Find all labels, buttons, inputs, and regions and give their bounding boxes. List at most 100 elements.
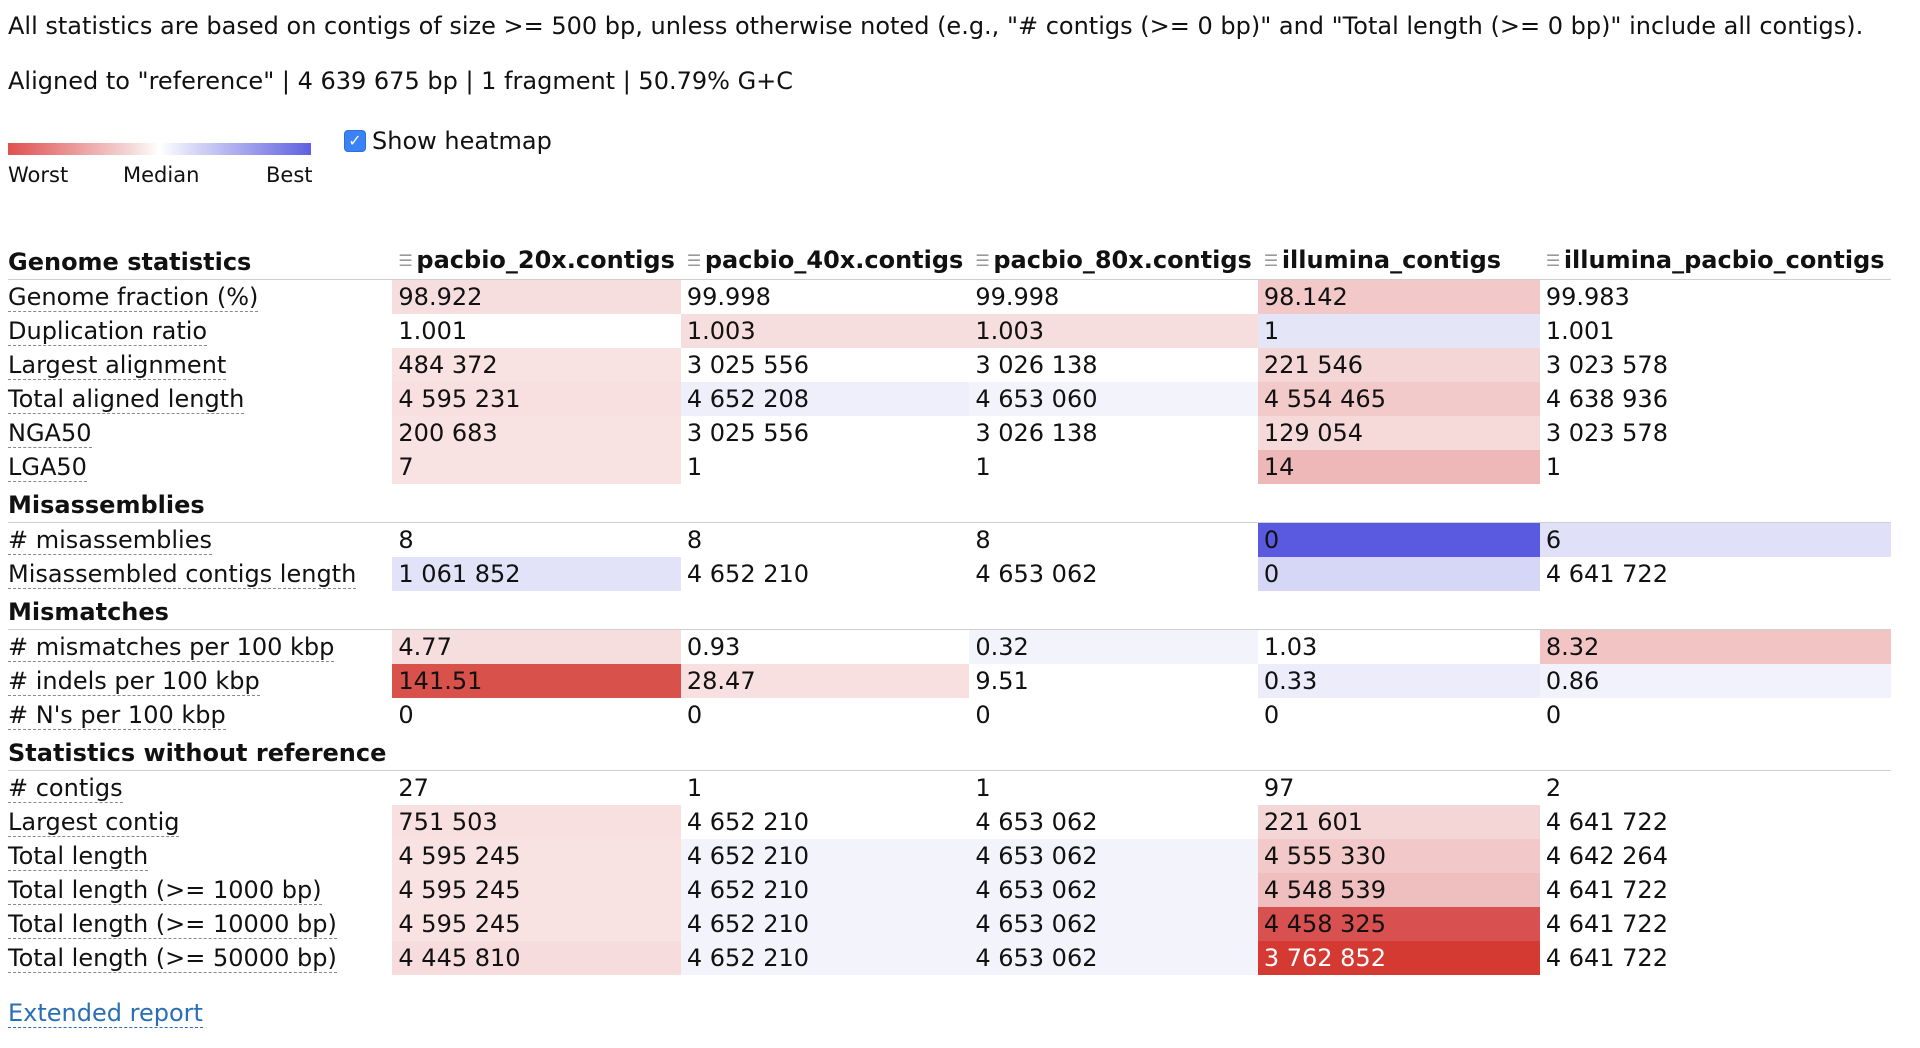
- metric-label[interactable]: Total length: [8, 842, 149, 871]
- value-cell: 4 652 210: [680, 907, 970, 941]
- section-spacer: [1539, 591, 1891, 630]
- section-spacer: [392, 591, 681, 630]
- metric-cell: LGA50: [8, 450, 392, 484]
- extended-report-link[interactable]: Extended report: [8, 999, 203, 1028]
- value-cell: 200 683: [392, 416, 681, 450]
- metric-label[interactable]: Genome fraction (%): [8, 283, 259, 312]
- column-title: illumina_pacbio_contigs: [1563, 245, 1885, 274]
- metric-label[interactable]: NGA50: [8, 419, 92, 448]
- value-cell: 99.998: [969, 279, 1258, 314]
- contig-size-note: All statistics are based on contigs of s…: [8, 12, 1864, 40]
- table-row: # mismatches per 100 kbp 4.77 0.93 0.32 1.03…: [8, 629, 1891, 664]
- report-page: All statistics are based on contigs of s…: [8, 12, 1891, 1028]
- value-cell: 98.142: [1257, 279, 1540, 314]
- value-cell: 3 026 138: [969, 348, 1258, 382]
- table-row: # misassemblies 8 8 8 0 6: [8, 522, 1891, 558]
- column-header[interactable]: ☰ pacbio_40x.contigs: [680, 241, 970, 280]
- table-row: # indels per 100 kbp 141.51 28.47 9.51 0.33 0…: [8, 664, 1891, 698]
- section-header-row: Genome statistics ☰ pacbio_20x.contigs ☰ pac…: [8, 241, 1891, 280]
- value-cell: 3 762 852: [1257, 941, 1540, 975]
- metric-label[interactable]: # contigs: [8, 774, 123, 803]
- metric-label[interactable]: Largest contig: [8, 808, 180, 837]
- show-heatmap-toggle[interactable]: ✓ Show heatmap: [344, 127, 552, 155]
- metric-label[interactable]: # N's per 100 kbp: [8, 701, 226, 730]
- drag-handle-icon[interactable]: ☰: [1263, 250, 1279, 270]
- value-cell: 4 653 062: [969, 805, 1258, 839]
- metric-label[interactable]: # indels per 100 kbp: [8, 667, 260, 696]
- metric-cell: Largest contig: [8, 805, 392, 839]
- section-header-row: Statistics without reference: [8, 732, 1891, 771]
- metric-label[interactable]: LGA50: [8, 453, 87, 482]
- value-cell: 27: [392, 770, 681, 805]
- section-spacer: [969, 591, 1258, 630]
- checkbox-checked-icon[interactable]: ✓: [344, 130, 366, 152]
- value-cell: 4 595 245: [392, 907, 681, 941]
- value-cell: 0: [1257, 522, 1540, 557]
- metric-label[interactable]: Total length (>= 1000 bp): [8, 876, 322, 905]
- value-cell: 14: [1257, 450, 1540, 484]
- metric-label[interactable]: Largest alignment: [8, 351, 227, 380]
- value-cell: 4 641 722: [1539, 907, 1891, 941]
- value-cell: 0: [1539, 698, 1891, 732]
- metric-cell: Total length (>= 10000 bp): [8, 907, 392, 941]
- metric-cell: Largest alignment: [8, 348, 392, 382]
- metric-label[interactable]: Total length (>= 10000 bp): [8, 910, 337, 939]
- metric-cell: Total length (>= 1000 bp): [8, 873, 392, 907]
- table-row: # N's per 100 kbp 0 0 0 0 0: [8, 698, 1891, 732]
- section-title: Mismatches: [8, 591, 393, 630]
- value-cell: 8: [969, 522, 1258, 557]
- value-cell: 0.86: [1539, 664, 1891, 698]
- metric-label[interactable]: # mismatches per 100 kbp: [8, 633, 335, 662]
- value-cell: 8: [680, 522, 970, 557]
- value-cell: 1.03: [1257, 629, 1540, 664]
- section-spacer: [680, 732, 970, 771]
- column-header[interactable]: ☰ pacbio_20x.contigs: [392, 241, 681, 280]
- quast-report-table: Genome statistics ☰ pacbio_20x.contigs ☰ pac…: [8, 241, 1891, 975]
- metric-label[interactable]: # misassemblies: [8, 526, 212, 555]
- value-cell: 4 641 722: [1539, 873, 1891, 907]
- column-header[interactable]: ☰ illumina_pacbio_contigs: [1539, 241, 1891, 280]
- value-cell: 98.922: [392, 279, 681, 314]
- value-cell: 4 595 245: [392, 839, 681, 873]
- section-spacer: [680, 484, 970, 523]
- metric-cell: Total aligned length: [8, 382, 392, 416]
- metric-label[interactable]: Total aligned length: [8, 385, 245, 414]
- drag-handle-icon[interactable]: ☰: [1545, 250, 1561, 270]
- column-header[interactable]: ☰ pacbio_80x.contigs: [969, 241, 1258, 280]
- value-cell: 4 641 722: [1539, 941, 1891, 975]
- value-cell: 4 653 062: [969, 907, 1258, 941]
- drag-handle-icon[interactable]: ☰: [398, 250, 413, 270]
- metric-label[interactable]: Duplication ratio: [8, 317, 208, 346]
- value-cell: 4 555 330: [1257, 839, 1540, 873]
- value-cell: 0.33: [1257, 664, 1540, 698]
- drag-handle-icon[interactable]: ☰: [975, 250, 990, 270]
- value-cell: 4 554 465: [1257, 382, 1540, 416]
- metric-cell: NGA50: [8, 416, 392, 450]
- section-spacer: [1257, 591, 1540, 630]
- table-row: Total length (>= 10000 bp) 4 595 245 4 652…: [8, 907, 1891, 941]
- value-cell: 0: [1257, 557, 1540, 591]
- value-cell: 99.983: [1539, 279, 1891, 314]
- value-cell: 97: [1257, 770, 1540, 805]
- value-cell: 3 025 556: [680, 416, 970, 450]
- column-header[interactable]: ☰ illumina_contigs: [1257, 241, 1540, 280]
- metric-label[interactable]: Total length (>= 50000 bp): [8, 944, 337, 973]
- section-spacer: [392, 732, 681, 771]
- section-header-row: Misassemblies: [8, 484, 1891, 523]
- value-cell: 4 652 210: [680, 839, 970, 873]
- value-cell: 1: [969, 770, 1258, 805]
- drag-handle-icon[interactable]: ☰: [686, 250, 702, 270]
- value-cell: 4.77: [392, 629, 681, 664]
- metric-cell: # misassemblies: [8, 523, 392, 558]
- table-row: # contigs 27 1 1 97 2: [8, 770, 1891, 805]
- value-cell: 4 445 810: [392, 941, 681, 975]
- value-cell: 1.003: [680, 314, 970, 348]
- value-cell: 4 652 210: [680, 805, 970, 839]
- reference-summary: Aligned to "reference" | 4 639 675 bp | …: [8, 67, 794, 95]
- show-heatmap-label: Show heatmap: [372, 127, 552, 155]
- metric-label[interactable]: Misassembled contigs length: [8, 560, 357, 589]
- metric-cell: Duplication ratio: [8, 314, 392, 348]
- section-spacer: [680, 591, 970, 630]
- value-cell: 1: [969, 450, 1258, 484]
- value-cell: 1.001: [1539, 314, 1891, 348]
